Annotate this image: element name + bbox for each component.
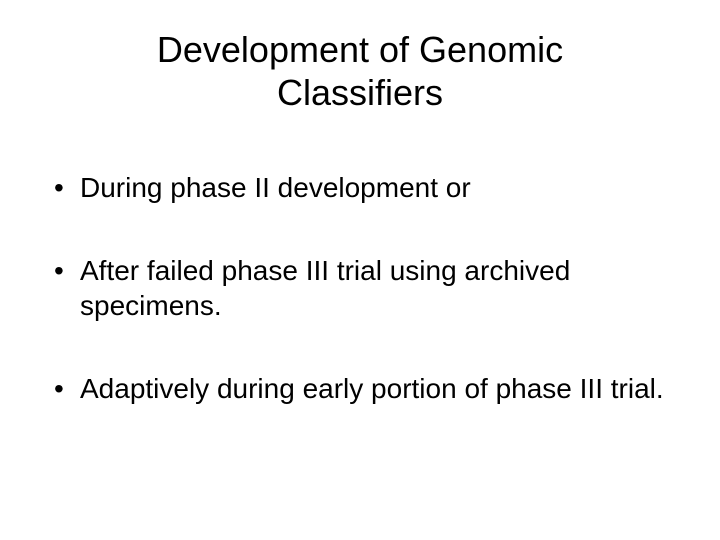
bullet-item: Adaptively during early portion of phase…	[50, 371, 680, 406]
bullet-item: After failed phase III trial using archi…	[50, 253, 680, 323]
bullet-item: During phase II development or	[50, 170, 680, 205]
bullet-list: During phase II development or After fai…	[40, 170, 680, 406]
slide-title: Development of Genomic Classifiers	[40, 28, 680, 114]
slide-container: Development of Genomic Classifiers Durin…	[0, 0, 720, 540]
